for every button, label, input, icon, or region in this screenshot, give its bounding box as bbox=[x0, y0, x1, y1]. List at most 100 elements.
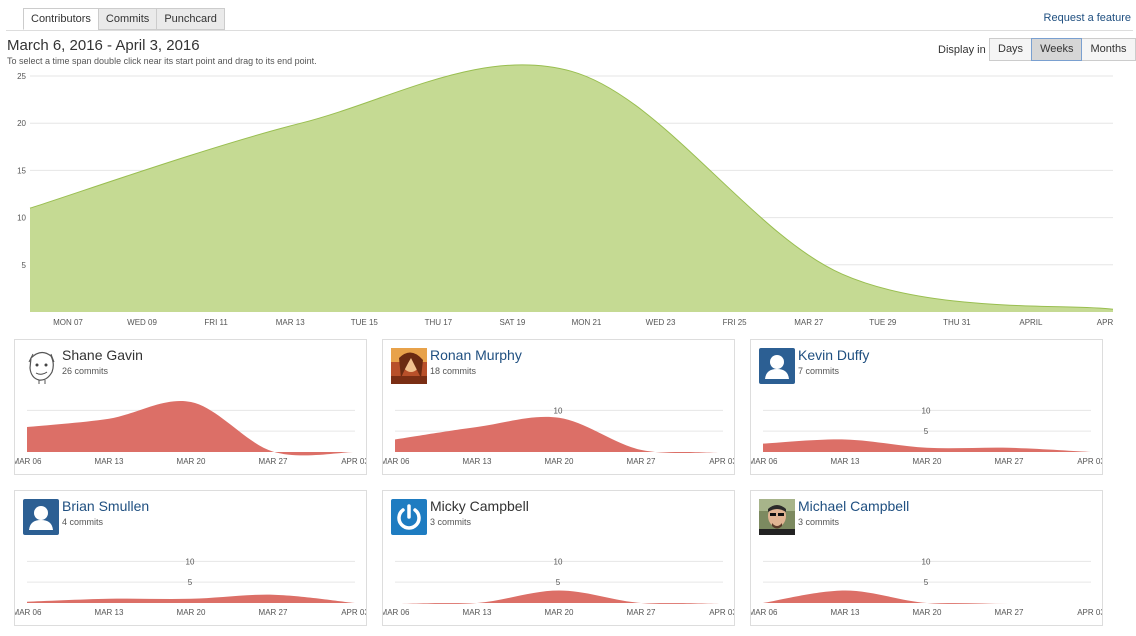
x-tick-label: MAR 06 bbox=[15, 608, 42, 617]
y-tick-label: 25 bbox=[17, 72, 26, 81]
sketch-face-avatar[interactable] bbox=[23, 348, 59, 384]
x-tick-label: TUE 15 bbox=[351, 318, 379, 327]
tab-bar: Contributors Commits Punchcard bbox=[23, 8, 225, 30]
contributor-commit-count: 26 commits bbox=[62, 366, 109, 376]
x-tick-label: MON 21 bbox=[572, 318, 602, 327]
x-tick-label: WED 23 bbox=[646, 318, 676, 327]
contributor-name-link[interactable]: Michael Campbell bbox=[798, 498, 910, 514]
x-tick-label: MON 07 bbox=[53, 318, 83, 327]
contributor-name: Shane Gavin bbox=[62, 347, 143, 363]
default-user-avatar[interactable] bbox=[759, 348, 795, 384]
display-days-button[interactable]: Days bbox=[989, 38, 1033, 61]
y-tick-label: 10 bbox=[922, 406, 931, 415]
x-tick-label: APR 03 bbox=[709, 457, 734, 466]
x-tick-label: APR 03 bbox=[341, 457, 366, 466]
x-tick-label: MAR 20 bbox=[177, 608, 206, 617]
photo-avatar[interactable] bbox=[391, 348, 427, 384]
x-tick-label: MAR 13 bbox=[831, 457, 860, 466]
contributor-commit-count: 3 commits bbox=[798, 517, 840, 527]
contributor-commit-count: 4 commits bbox=[62, 517, 104, 527]
x-tick-label: APR 03 bbox=[341, 608, 366, 617]
x-tick-label: MAR 20 bbox=[545, 457, 574, 466]
contributor-name-link[interactable]: Ronan Murphy bbox=[430, 347, 522, 363]
contributor-name-link[interactable]: Brian Smullen bbox=[62, 498, 150, 514]
y-tick-label: 10 bbox=[554, 406, 563, 415]
display-in-label: Display in bbox=[938, 44, 986, 56]
x-tick-label: MAR 13 bbox=[831, 608, 860, 617]
contributor-card-brian-smullen: Brian Smullen 4 commits 5 10 MAR 06 MAR 13 M… bbox=[14, 490, 367, 626]
contributor-card-michael-campbell: Michael Campbell 3 commits 5 10 MAR 06 MAR … bbox=[750, 490, 1103, 626]
series-area bbox=[763, 439, 1091, 452]
x-tick-label: MAR 27 bbox=[995, 608, 1024, 617]
tab-commits[interactable]: Commits bbox=[97, 8, 158, 30]
x-tick-label: APR 03 bbox=[1077, 608, 1102, 617]
y-tick-label: 10 bbox=[554, 557, 563, 566]
x-tick-label: TUE 29 bbox=[869, 318, 897, 327]
contributor-commit-count: 7 commits bbox=[798, 366, 840, 376]
x-tick-label: MAR 06 bbox=[751, 608, 778, 617]
contributions-area-chart[interactable]: 5 10 15 20 25 MON 07 WED 09 FRI 11 MAR 13 TUE 15 T… bbox=[0, 64, 1136, 334]
x-tick-label: MAR 27 bbox=[794, 318, 823, 327]
date-range-title: March 6, 2016 - April 3, 2016 bbox=[7, 37, 200, 54]
y-tick-label: 10 bbox=[17, 214, 26, 223]
request-feature-link[interactable]: Request a feature bbox=[1043, 12, 1131, 24]
y-tick-label: 5 bbox=[556, 578, 561, 587]
x-tick-label: MAR 06 bbox=[383, 457, 410, 466]
x-tick-label: MAR 27 bbox=[259, 457, 288, 466]
x-tick-label: FRI 25 bbox=[723, 318, 748, 327]
series-area bbox=[763, 590, 1091, 604]
power-symbol-avatar[interactable] bbox=[391, 499, 427, 535]
contributor-commit-count: 3 commits bbox=[430, 517, 472, 527]
y-tick-label: 10 bbox=[922, 557, 931, 566]
tab-contributors[interactable]: Contributors bbox=[23, 8, 99, 30]
default-user-avatar[interactable] bbox=[23, 499, 59, 535]
x-tick-label: THU 17 bbox=[425, 318, 453, 327]
series-area bbox=[395, 416, 723, 454]
series-area bbox=[30, 64, 1113, 312]
x-tick-label: MAR 13 bbox=[463, 608, 492, 617]
x-tick-label: SAT 19 bbox=[499, 318, 525, 327]
date-range-hint: To select a time span double click near … bbox=[7, 56, 317, 66]
x-tick-label: MAR 20 bbox=[913, 608, 942, 617]
x-tick-label: MAR 13 bbox=[95, 457, 124, 466]
photo-avatar-2[interactable] bbox=[759, 499, 795, 535]
display-months-button[interactable]: Months bbox=[1081, 38, 1136, 61]
y-tick-label: 5 bbox=[924, 427, 929, 436]
x-tick-label: THU 31 bbox=[943, 318, 971, 327]
x-tick-label: APR bbox=[1097, 318, 1114, 327]
y-tick-label: 20 bbox=[17, 119, 26, 128]
contributor-card-kevin-duffy: Kevin Duffy 7 commits 5 10 MAR 06 MAR 13 MAR… bbox=[750, 339, 1103, 475]
x-tick-label: MAR 20 bbox=[913, 457, 942, 466]
x-tick-label: MAR 27 bbox=[995, 457, 1024, 466]
y-tick-label: 5 bbox=[22, 261, 27, 270]
x-tick-label: APR 03 bbox=[709, 608, 734, 617]
tab-punchcard[interactable]: Punchcard bbox=[156, 8, 225, 30]
display-granularity-group: Days Weeks Months bbox=[989, 38, 1136, 61]
display-weeks-button[interactable]: Weeks bbox=[1031, 38, 1083, 61]
x-tick-label: MAR 27 bbox=[627, 457, 656, 466]
x-tick-label: MAR 06 bbox=[15, 457, 42, 466]
x-tick-label: MAR 13 bbox=[276, 318, 305, 327]
y-tick-label: 5 bbox=[924, 578, 929, 587]
contributor-commits-chart: 5 10 MAR 06 MAR 13 MAR 20 MAR 27 APR 03 bbox=[751, 557, 1102, 617]
contributor-card-micky-campbell: Micky Campbell 3 commits 5 10 MAR 06 MAR 13… bbox=[382, 490, 735, 626]
contributor-name-link[interactable]: Kevin Duffy bbox=[798, 347, 870, 363]
series-area bbox=[27, 594, 355, 603]
tabs-divider bbox=[6, 30, 1133, 31]
contributor-commits-chart: 5 10 MAR 06 MAR 13 MAR 20 MAR 27 APR 03 bbox=[751, 406, 1102, 466]
series-line bbox=[29, 64, 1114, 310]
contributor-commit-count: 18 commits bbox=[430, 366, 477, 376]
x-tick-label: MAR 27 bbox=[259, 608, 288, 617]
x-tick-label: MAR 06 bbox=[751, 457, 778, 466]
x-tick-label: FRI 11 bbox=[204, 318, 228, 327]
x-tick-label: MAR 20 bbox=[545, 608, 574, 617]
x-tick-label: APRIL bbox=[1019, 318, 1043, 327]
x-tick-label: MAR 27 bbox=[627, 608, 656, 617]
x-tick-label: MAR 13 bbox=[95, 608, 124, 617]
x-tick-label: APR 03 bbox=[1077, 457, 1102, 466]
